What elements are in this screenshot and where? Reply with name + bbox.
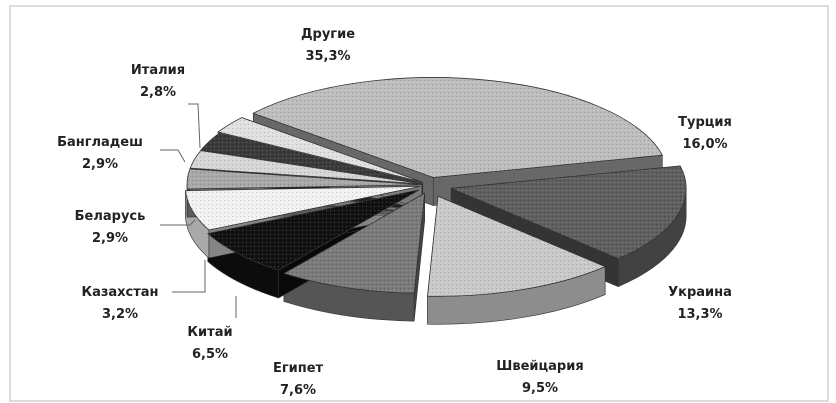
slice-value-label: 2,9%	[92, 231, 128, 246]
slice-name-label: Италия	[131, 63, 185, 78]
slice-name-label: Египет	[273, 361, 324, 376]
pie-slice-texture	[427, 196, 606, 297]
slice-value-label: 3,2%	[102, 307, 138, 322]
leader-line	[188, 103, 201, 149]
leader-line	[160, 219, 196, 226]
leader-line	[172, 260, 206, 293]
leader-line	[160, 149, 186, 163]
slice-value-label: 16,0%	[682, 137, 727, 152]
slice-value-label: 6,5%	[192, 347, 228, 362]
pie-slice-texture	[253, 77, 663, 178]
slice-name-label: Швейцария	[496, 359, 583, 374]
slice-name-label: Китай	[187, 325, 232, 340]
slice-value-label: 13,3%	[677, 307, 722, 322]
slice-name-label: Казахстан	[81, 285, 158, 300]
pie-slice-texture	[451, 165, 687, 259]
slice-value-label: 2,9%	[82, 157, 118, 172]
slice-value-label: 2,8%	[140, 85, 176, 100]
pie-slice-texture	[187, 169, 423, 190]
pie-slice-texture	[218, 117, 422, 182]
slice-value-label: 35,3%	[305, 49, 350, 64]
pie-slice-texture	[190, 150, 423, 184]
slice-name-label: Другие	[301, 27, 355, 42]
slice-name-label: Бангладеш	[57, 135, 143, 150]
slice-name-label: Украина	[668, 285, 732, 300]
slice-value-label: 9,5%	[522, 381, 558, 396]
pie-slice-texture	[201, 133, 423, 184]
slice-name-label: Беларусь	[75, 209, 146, 224]
slice-value-label: 7,6%	[280, 383, 316, 398]
pie-slice-texture	[283, 193, 425, 294]
slice-name-label: Турция	[678, 115, 732, 130]
pie-slice-texture	[207, 189, 420, 271]
pie-slice-texture	[185, 186, 421, 230]
